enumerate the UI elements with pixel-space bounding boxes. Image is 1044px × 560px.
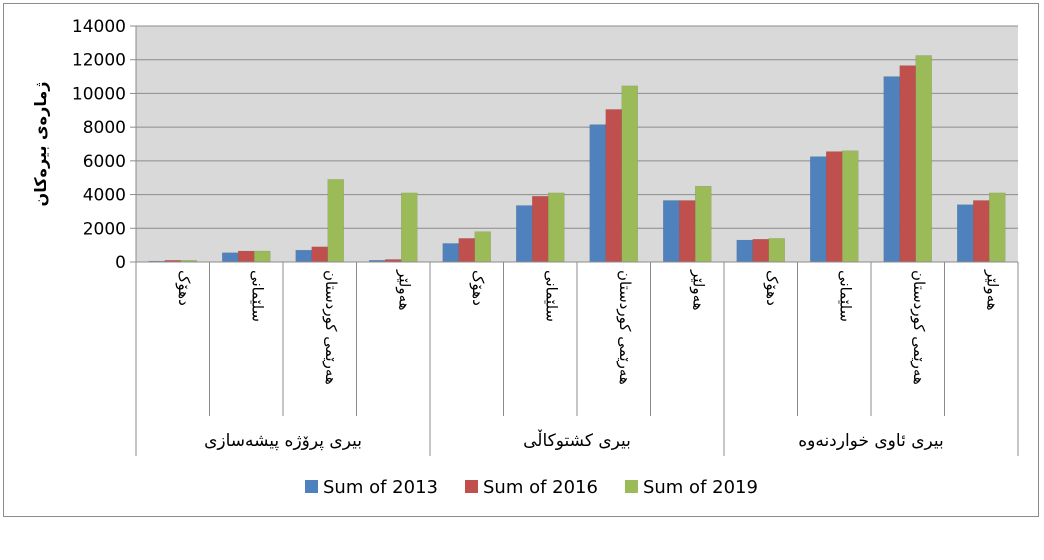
bar-sum-of-2016: [311, 246, 328, 263]
bar-sum-of-2013: [442, 243, 459, 263]
y-tick-label: 10000: [72, 84, 126, 104]
y-tick-label: 12000: [72, 51, 126, 71]
legend-swatch: [464, 480, 478, 493]
category-label: دهۆک: [469, 270, 487, 306]
category-label: سلێمانی: [836, 270, 854, 322]
bar-sum-of-2019: [915, 55, 932, 263]
bar-sum-of-2019: [621, 85, 638, 263]
bar-sum-of-2019: [327, 179, 344, 263]
bar-sum-of-2013: [516, 205, 533, 263]
bar-sum-of-2013: [957, 204, 974, 263]
group-label: بیری پرۆژە پیشەسازی: [204, 431, 362, 451]
bar-sum-of-2013: [295, 249, 312, 263]
bar-sum-of-2013: [589, 124, 606, 263]
category-label: سلێمانی: [542, 270, 560, 322]
legend-label: Sum of 2019: [643, 477, 758, 498]
bar-sum-of-2019: [989, 192, 1006, 263]
group-label: بیری ئاوی خواردنەوە: [798, 431, 944, 451]
category-label: هەرێمی کوردستان: [616, 270, 634, 385]
bar-sum-of-2016: [973, 200, 990, 263]
category-label: هەولێر: [689, 269, 707, 311]
bar-sum-of-2016: [605, 109, 622, 263]
category-label: هەولێر: [983, 269, 1001, 311]
y-tick-label: 4000: [83, 186, 126, 206]
y-tick-label: 14000: [72, 17, 126, 37]
bar-sum-of-2013: [736, 239, 753, 263]
y-axis-title: ژمارەی بیرەکان: [31, 82, 50, 207]
y-tick-label: 8000: [83, 118, 126, 138]
bar-sum-of-2016: [899, 65, 916, 263]
category-label: هەولێر: [395, 269, 413, 311]
category-label: دهۆک: [175, 270, 193, 306]
legend-label: Sum of 2016: [483, 477, 598, 498]
group-label: بیری کشتوکاڵی: [523, 429, 631, 451]
bar-sum-of-2019: [474, 231, 491, 263]
legend-swatch: [305, 480, 318, 493]
bar-sum-of-2019: [548, 192, 565, 263]
bar-sum-of-2019: [695, 185, 712, 263]
bar-sum-of-2016: [752, 238, 769, 263]
category-label: دهۆک: [763, 270, 781, 306]
bar-sum-of-2013: [883, 76, 900, 263]
plot-area: [136, 26, 1018, 262]
bar-sum-of-2016: [532, 196, 549, 263]
legend-swatch: [624, 480, 638, 493]
category-label: سلێمانی: [248, 270, 266, 322]
bar-sum-of-2019: [254, 250, 271, 263]
bar-sum-of-2016: [826, 151, 843, 263]
y-tick-label: 6000: [83, 152, 126, 172]
y-tick-label: 2000: [83, 219, 126, 239]
bar-sum-of-2016: [238, 250, 255, 263]
bar-sum-of-2019: [401, 192, 418, 263]
bar-sum-of-2019: [842, 150, 859, 263]
category-label: هەرێمی کوردستان: [910, 270, 928, 385]
bar-sum-of-2016: [679, 200, 696, 263]
legend-label: Sum of 2013: [323, 477, 438, 498]
bar-sum-of-2013: [810, 156, 827, 263]
y-tick-label: 0: [115, 253, 126, 273]
bar-sum-of-2013: [663, 200, 680, 263]
bar-sum-of-2019: [768, 238, 785, 263]
bar-sum-of-2016: [458, 238, 475, 263]
category-label: هەرێمی کوردستان: [322, 270, 340, 385]
bar-sum-of-2013: [222, 252, 239, 263]
